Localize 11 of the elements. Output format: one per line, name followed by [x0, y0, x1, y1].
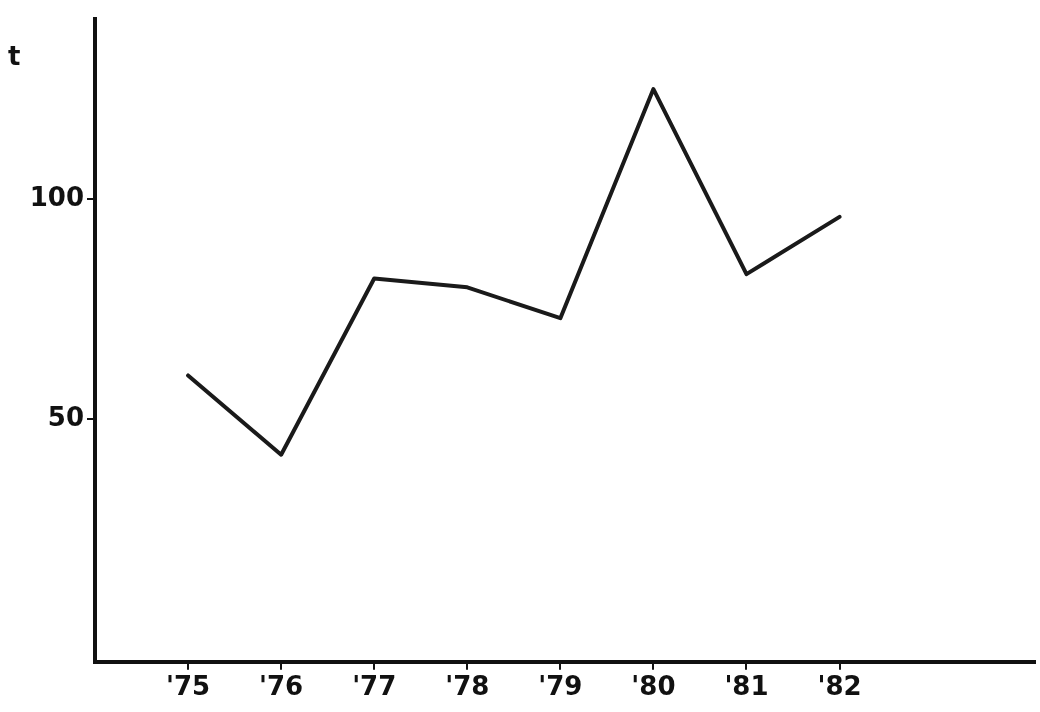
x-tick-label: '82 — [817, 671, 862, 702]
x-tick-label: '75 — [165, 671, 211, 702]
x-tick-label: '77 — [352, 671, 397, 702]
x-tick-label: '78 — [445, 671, 490, 702]
y-tick-label: 100 — [29, 181, 84, 212]
x-tick-label: '79 — [538, 671, 583, 702]
x-tick-label: '76 — [259, 671, 304, 702]
y-tick-label: 50 — [47, 402, 84, 433]
y-axis-title: t — [8, 41, 21, 72]
x-tick-label: '81 — [724, 671, 769, 702]
x-tick-label: '80 — [631, 671, 676, 702]
